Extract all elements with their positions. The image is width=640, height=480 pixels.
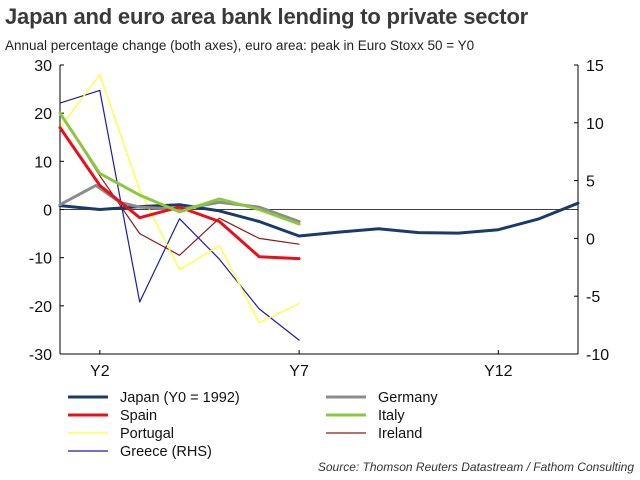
right-tick-label: 5 [586, 174, 595, 191]
series-line: Greece (RHS) [59, 89, 300, 341]
series-line: Ireland [59, 112, 300, 256]
chart-axes: 30 20 10 0 -10 -20 -30 15 10 5 0 -5 -10 Y2 Y7 Y12 [29, 58, 609, 380]
left-tick-label: -30 [29, 347, 52, 364]
right-tick-label: 15 [586, 58, 604, 75]
right-tick-label: 0 [586, 231, 595, 248]
left-tick-label: 30 [34, 58, 52, 75]
left-tick-label: 0 [43, 203, 52, 220]
left-tick-label: 10 [34, 154, 52, 171]
legend-label: Italy [378, 408, 405, 424]
right-tick-label: -5 [586, 289, 600, 306]
x-tick-label: Y7 [289, 363, 309, 380]
legend-label: Japan (Y0 = 1992) [120, 390, 240, 406]
legend-label: Greece (RHS) [120, 444, 212, 460]
chart-title: Japan and euro area bank lending to priv… [5, 4, 529, 29]
chart-legend: Japan (Y0 = 1992) Germany Spain Italy Portug… [68, 390, 438, 460]
chart-subtitle: Annual percentage change (both axes), eu… [5, 38, 475, 53]
left-tick-label: 20 [34, 106, 52, 123]
legend-label: Portugal [120, 426, 174, 442]
series-line: Portugal [59, 73, 300, 324]
right-tick-label: -10 [586, 347, 609, 364]
x-tick-label: Y2 [90, 363, 110, 380]
right-tick-label: 10 [586, 116, 604, 133]
series-line: Italy [58, 111, 301, 226]
left-tick-label: -10 [29, 251, 52, 268]
legend-label: Ireland [378, 426, 422, 442]
series-line: Spain [58, 126, 301, 261]
x-tick-label: Y12 [484, 363, 513, 380]
left-tick-label: -20 [29, 299, 52, 316]
source-note: Source: Thomson Reuters Datastream / Fat… [317, 460, 634, 474]
legend-label: Germany [378, 390, 438, 406]
legend-label: Spain [120, 408, 157, 424]
